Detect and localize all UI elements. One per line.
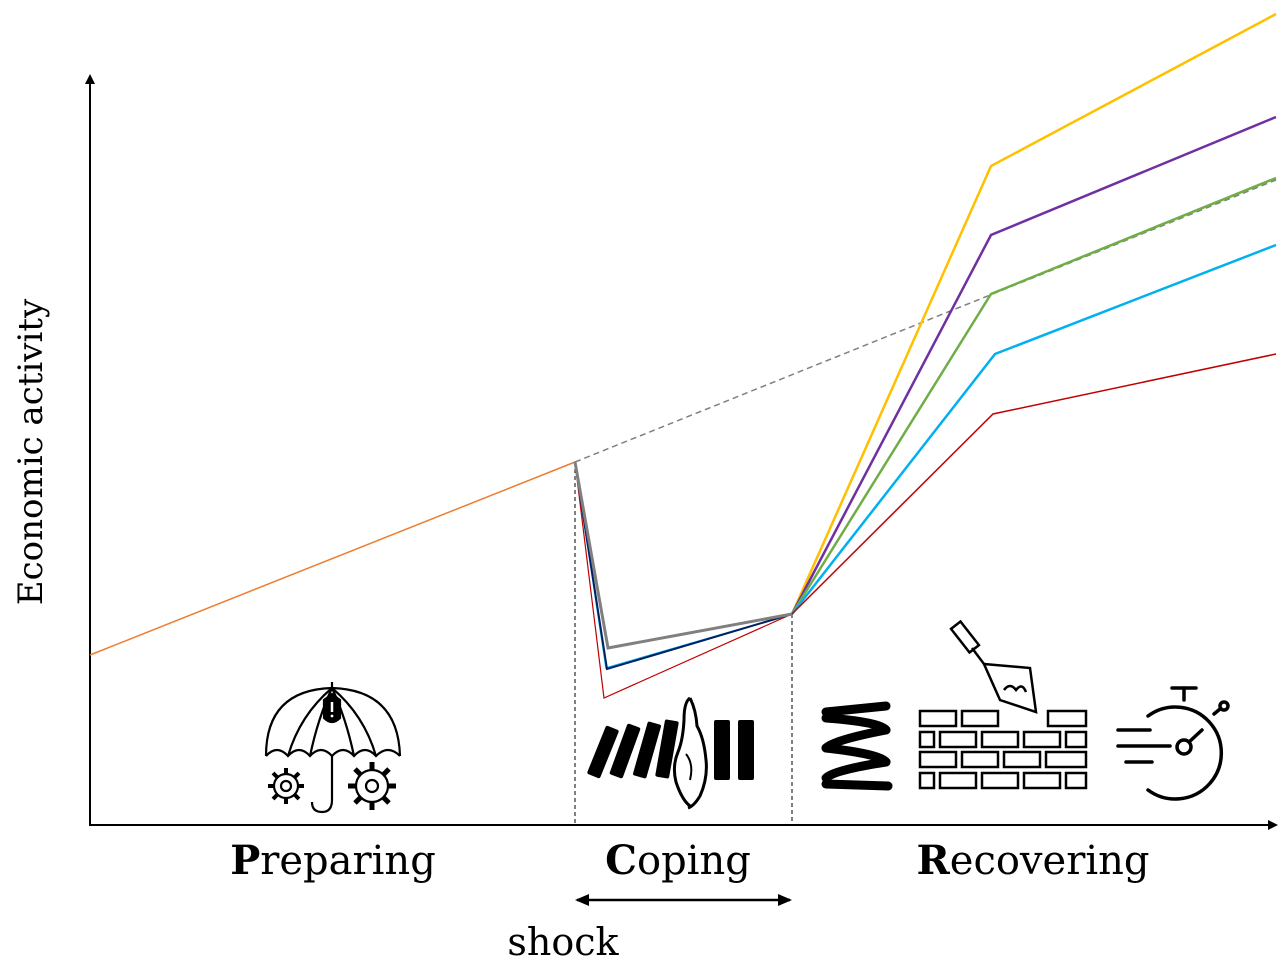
pre-shock-path — [89, 461, 576, 656]
phase-label-recovering: Recovering — [917, 837, 1150, 884]
y-axis-title: Economic activity — [11, 298, 51, 605]
brick-wall-trowel-icon — [918, 619, 1088, 790]
phase-label-coping: Coping — [605, 837, 751, 884]
recovery-path-yellow — [790, 12, 1277, 615]
phase-label-preparing: Preparing — [230, 837, 436, 884]
recovery-path-blue — [791, 243, 1277, 615]
recovery-path-purple — [790, 115, 1277, 615]
recovery-path-red — [791, 353, 1277, 615]
coping-path-shallow — [573, 461, 793, 650]
counterfactual-trend-line — [574, 179, 1277, 463]
umbrella-gears-icon — [264, 682, 402, 814]
coping-path-deep — [574, 461, 793, 699]
spring-icon — [821, 701, 893, 791]
domino-hand-icon — [587, 696, 754, 810]
coping-path-navy — [574, 461, 793, 671]
recovery-path-green — [790, 176, 1277, 615]
fast-stopwatch-icon — [1116, 686, 1230, 801]
shock-label: shock — [507, 920, 619, 964]
